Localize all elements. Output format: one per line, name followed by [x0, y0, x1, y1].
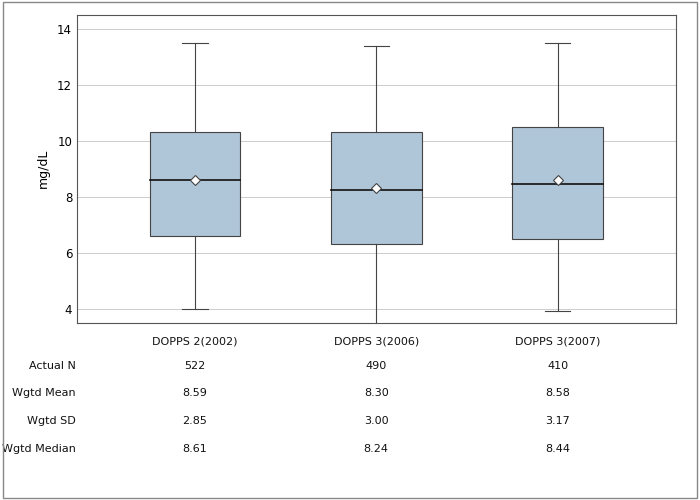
Text: 3.00: 3.00: [364, 416, 388, 426]
Text: Wgtd Mean: Wgtd Mean: [12, 388, 76, 398]
Bar: [331, 132, 421, 244]
Text: 8.59: 8.59: [183, 388, 207, 398]
Text: Wgtd SD: Wgtd SD: [27, 416, 76, 426]
Text: 8.30: 8.30: [364, 388, 388, 398]
Y-axis label: mg/dL: mg/dL: [37, 149, 50, 188]
Text: Wgtd Median: Wgtd Median: [1, 444, 76, 454]
Text: 490: 490: [365, 361, 387, 371]
Text: 2.85: 2.85: [183, 416, 207, 426]
Bar: [150, 132, 240, 236]
Text: 410: 410: [547, 361, 568, 371]
Text: 8.24: 8.24: [364, 444, 388, 454]
Text: DOPPS 3(2006): DOPPS 3(2006): [334, 336, 419, 346]
Bar: [512, 127, 603, 238]
Text: DOPPS 2(2002): DOPPS 2(2002): [152, 336, 237, 346]
Text: 8.44: 8.44: [545, 444, 570, 454]
Text: 522: 522: [184, 361, 206, 371]
Text: DOPPS 3(2007): DOPPS 3(2007): [515, 336, 601, 346]
Text: 8.61: 8.61: [183, 444, 207, 454]
Text: 3.17: 3.17: [545, 416, 570, 426]
Text: Actual N: Actual N: [29, 361, 76, 371]
Text: 8.58: 8.58: [545, 388, 570, 398]
